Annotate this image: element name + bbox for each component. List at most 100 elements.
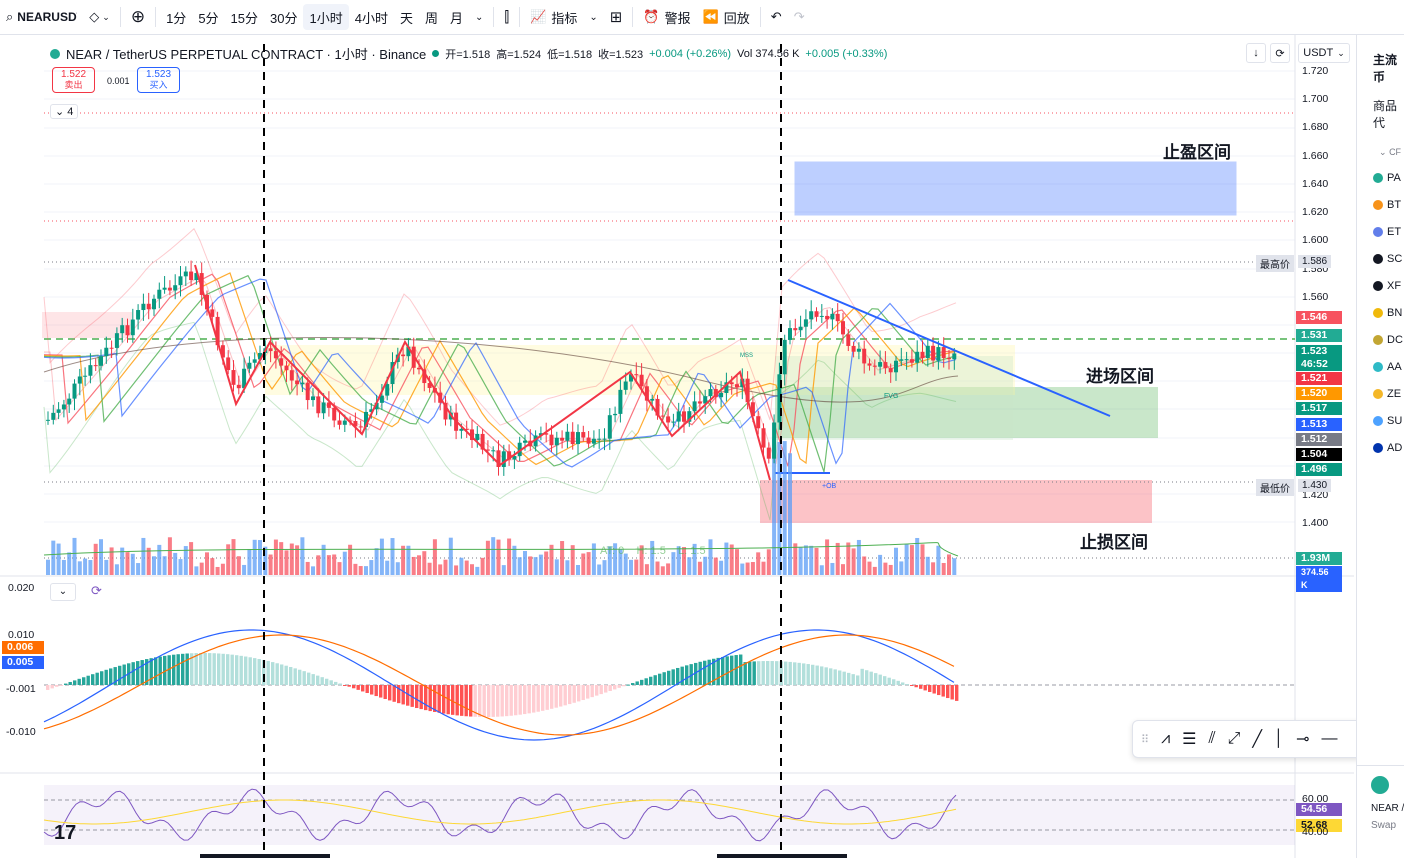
fvg-label: FVG bbox=[884, 393, 899, 400]
macd-bar bbox=[757, 661, 761, 685]
volume-bar bbox=[538, 554, 543, 575]
interval-1h[interactable]: 1小时 bbox=[303, 4, 349, 30]
volume-bar bbox=[501, 565, 506, 575]
watchlist-group[interactable]: ⌄ CF bbox=[1357, 131, 1404, 164]
buy-button[interactable]: 1.523 买入 bbox=[137, 67, 181, 93]
scroll-down-button[interactable]: ↓ bbox=[1246, 43, 1266, 63]
macd-bar bbox=[599, 685, 603, 695]
fib-retracement-icon[interactable]: ☰ bbox=[1182, 731, 1197, 748]
path-icon[interactable]: ⤢ bbox=[1227, 730, 1241, 747]
volume-bar bbox=[618, 549, 623, 575]
screenshot-button[interactable]: ⟳ bbox=[1270, 43, 1290, 63]
watchlist-item[interactable]: XF bbox=[1357, 272, 1404, 299]
indicators-collapse-button[interactable]: ⌄ 4 bbox=[50, 104, 79, 119]
macd-histogram bbox=[46, 653, 959, 717]
volume-bar bbox=[936, 545, 941, 575]
volume-bar bbox=[576, 564, 580, 575]
interval-15m[interactable]: 15分 bbox=[230, 10, 259, 26]
candle-body bbox=[77, 376, 82, 384]
candle-body bbox=[273, 351, 278, 359]
watchlist-item[interactable]: BT bbox=[1357, 191, 1404, 218]
vertical-line-icon[interactable]: │ bbox=[1274, 730, 1285, 747]
volume-bar bbox=[348, 544, 353, 575]
macd-bar bbox=[559, 685, 563, 707]
indicators-button[interactable]: 📈 指标 bbox=[524, 4, 583, 30]
watchlist-item[interactable]: ZE bbox=[1357, 380, 1404, 407]
tradingview-logo[interactable]: 17 bbox=[54, 822, 77, 844]
volume-bar bbox=[878, 554, 883, 575]
entry-label[interactable]: 进场区间 bbox=[1086, 367, 1154, 386]
alerts-button[interactable]: ⏰ 警报 bbox=[637, 4, 696, 30]
macd-bar bbox=[590, 685, 594, 698]
candle-body bbox=[846, 334, 851, 346]
volume-bar bbox=[88, 560, 93, 575]
volume-bar bbox=[120, 547, 125, 575]
candle-body bbox=[947, 358, 951, 360]
horizontal-line-icon[interactable]: — bbox=[1321, 730, 1338, 747]
symbol-search[interactable]: ⌕ NEARUSDT bbox=[0, 4, 83, 30]
watchlist-item[interactable]: SC bbox=[1357, 245, 1404, 272]
watchlist-item[interactable]: SU bbox=[1357, 407, 1404, 434]
volume-bar bbox=[528, 556, 533, 575]
undo-button[interactable]: ↶ bbox=[765, 4, 788, 30]
volume-bar bbox=[379, 538, 384, 575]
watchlist-item[interactable]: ET bbox=[1357, 218, 1404, 245]
drag-handle-icon[interactable]: ⠿ bbox=[1141, 733, 1150, 746]
coin-icon bbox=[1373, 415, 1383, 426]
interval-1w[interactable]: 周 bbox=[424, 10, 438, 26]
interval-30m[interactable]: 30分 bbox=[270, 10, 298, 26]
compare-button[interactable]: ⊕ bbox=[125, 4, 151, 30]
chart-canvas[interactable] bbox=[0, 35, 1354, 858]
macd-bar bbox=[604, 685, 608, 693]
macd-bar bbox=[491, 685, 495, 717]
redo-button[interactable]: ↷ bbox=[788, 4, 811, 30]
indicators-dropdown[interactable]: ⌄ bbox=[583, 4, 603, 30]
watchlist-symbol: SU bbox=[1387, 414, 1403, 427]
candle-body bbox=[353, 421, 358, 427]
candle-body bbox=[337, 420, 342, 425]
volume-bar bbox=[51, 540, 56, 575]
macd-bar bbox=[667, 670, 671, 685]
candle-body bbox=[501, 451, 506, 468]
legend-title[interactable]: NEAR / TetherUS PERPETUAL CONTRACT · 1小时… bbox=[66, 47, 427, 62]
currency-select[interactable]: USDT ⌄ bbox=[1298, 43, 1350, 63]
layout-button[interactable]: ⊞ bbox=[604, 4, 629, 30]
symbol-flag-button[interactable]: ◇ ⌄ bbox=[83, 4, 116, 30]
macd-bar bbox=[334, 681, 338, 685]
macd-bar bbox=[293, 668, 297, 685]
macd-bar bbox=[847, 672, 851, 685]
chart-type-button[interactable]: ⫿ bbox=[498, 4, 515, 30]
macd-sync-button[interactable]: ⟳ bbox=[91, 583, 102, 599]
interval-1m[interactable]: 1分 bbox=[166, 10, 187, 26]
interval-1d[interactable]: 天 bbox=[399, 10, 413, 26]
interval-1mo[interactable]: 月 bbox=[449, 10, 463, 26]
rsi-tick: 40.00 bbox=[1302, 826, 1329, 838]
watchlist-tab[interactable]: 商品代 bbox=[1373, 99, 1398, 130]
interval-5m[interactable]: 5分 bbox=[198, 10, 219, 26]
watchlist-item[interactable]: PA bbox=[1357, 164, 1404, 191]
macd-bar bbox=[838, 670, 842, 685]
volume-bar bbox=[337, 562, 342, 575]
macd-bar bbox=[95, 672, 99, 685]
parallel-channel-icon[interactable]: ⫽ bbox=[1208, 730, 1216, 747]
replay-button[interactable]: ⏪ 回放 bbox=[697, 4, 756, 30]
watchlist-item[interactable]: DC bbox=[1357, 326, 1404, 353]
watchlist-item[interactable]: AD bbox=[1357, 434, 1404, 461]
volume-bar bbox=[199, 562, 204, 575]
macd-bar bbox=[149, 658, 153, 685]
watchlist-item[interactable]: BN bbox=[1357, 299, 1404, 326]
stop-loss-label[interactable]: 止损区间 bbox=[1080, 533, 1148, 552]
take-profit-label[interactable]: 止盈区间 bbox=[1163, 143, 1231, 162]
macd-bar bbox=[109, 668, 113, 685]
pitchfork-icon[interactable]: ⩘ bbox=[1161, 730, 1171, 747]
watchlist-header[interactable]: 主流币 bbox=[1373, 53, 1398, 84]
trendline-icon[interactable]: ╱ bbox=[1252, 731, 1263, 748]
watchlist-item[interactable]: AA bbox=[1357, 353, 1404, 380]
divider bbox=[632, 7, 634, 27]
sell-button[interactable]: 1.522 卖出 bbox=[52, 67, 96, 93]
macd-bar bbox=[46, 685, 50, 690]
interval-dropdown[interactable]: ⌄ bbox=[469, 4, 489, 30]
macd-collapse-button[interactable]: ⌄ bbox=[50, 583, 76, 601]
interval-4h[interactable]: 4小时 bbox=[354, 10, 388, 26]
horizontal-ray-icon[interactable]: ⊸ bbox=[1296, 731, 1310, 748]
